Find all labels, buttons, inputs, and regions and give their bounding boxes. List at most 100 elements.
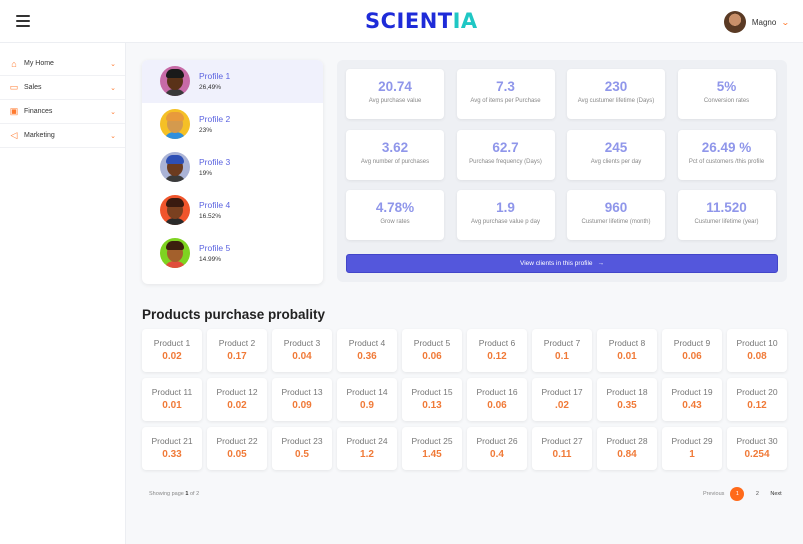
product-name: Product 4 xyxy=(348,338,386,348)
stat-card: 7.3 Avg of items per Purchase xyxy=(456,69,555,119)
product-card[interactable]: Product 20 0.12 xyxy=(727,378,787,421)
stat-label: Avg purchase value xyxy=(368,98,422,104)
product-card[interactable]: Product 28 0.84 xyxy=(597,427,657,470)
avatar xyxy=(160,194,190,225)
product-card[interactable]: Product 7 0.1 xyxy=(532,329,592,372)
user-menu[interactable]: Magno ⌄ xyxy=(723,11,791,33)
product-card[interactable]: Product 9 0.06 xyxy=(662,329,722,372)
chevron-down-icon: ⌄ xyxy=(110,108,116,116)
product-card[interactable]: Product 13 0.09 xyxy=(272,378,332,421)
product-name: Product 6 xyxy=(478,338,516,348)
stat-card: 1.9 Avg purchase value p day xyxy=(456,190,555,240)
product-name: Product 23 xyxy=(281,436,323,446)
product-name: Product 18 xyxy=(606,387,648,397)
arrow-right-icon: → xyxy=(597,260,605,267)
sidebar: ⌂ My Home ⌄ ▭ Sales ⌄ ▣ Finances ⌄ ◁ Marketing ⌄ xyxy=(0,43,126,544)
product-probability: 0.01 xyxy=(162,400,182,411)
previous-page-button[interactable]: Previous xyxy=(703,491,725,497)
product-card[interactable]: Product 12 0.02 xyxy=(207,378,267,421)
next-page-button[interactable]: Next xyxy=(770,491,782,497)
product-card[interactable]: Product 18 0.35 xyxy=(597,378,657,421)
product-card[interactable]: Product 16 0.06 xyxy=(467,378,527,421)
product-card[interactable]: Product 15 0.13 xyxy=(402,378,462,421)
product-card[interactable]: Product 19 0.43 xyxy=(662,378,722,421)
page-1-button[interactable]: 1 xyxy=(730,487,745,501)
sidebar-item-label: Marketing xyxy=(24,132,55,139)
sales-icon: ▭ xyxy=(9,82,19,92)
product-probability: 0.17 xyxy=(227,351,247,362)
stat-value: 4.78% xyxy=(375,200,415,215)
product-name: Product 8 xyxy=(608,338,646,348)
product-probability: 0.84 xyxy=(617,449,637,460)
product-card[interactable]: Product 25 1.45 xyxy=(402,427,462,470)
profile-item[interactable]: Profile 3 19% xyxy=(142,146,323,189)
stat-label: Custumer lifetime (month) xyxy=(581,219,651,225)
sidebar-item-finances[interactable]: ▣ Finances ⌄ xyxy=(0,100,125,124)
product-probability: 0.05 xyxy=(227,449,247,460)
sidebar-item-marketing[interactable]: ◁ Marketing ⌄ xyxy=(0,124,125,148)
product-card[interactable]: Product 5 0.06 xyxy=(402,329,462,372)
product-card[interactable]: Product 11 0.01 xyxy=(142,378,202,421)
profile-percent: 14.99% xyxy=(199,255,222,263)
product-card[interactable]: Product 4 0.36 xyxy=(337,329,397,372)
product-probability: 0.02 xyxy=(227,400,247,411)
product-card[interactable]: Product 14 0.9 xyxy=(337,378,397,421)
product-card[interactable]: Product 10 0.08 xyxy=(727,329,787,372)
product-name: Product 20 xyxy=(736,387,778,397)
product-card[interactable]: Product 24 1.2 xyxy=(337,427,397,470)
menu-icon[interactable] xyxy=(16,15,30,27)
product-name: Product 24 xyxy=(346,436,388,446)
stat-value: 20.74 xyxy=(378,79,412,94)
profile-name: Profile 4 xyxy=(199,199,231,210)
stat-value: 245 xyxy=(604,139,628,155)
profiles-list: Profile 1 26,49% Profile 2 23% Profile 3 19% P… xyxy=(142,60,323,284)
product-card[interactable]: Product 17 .02 xyxy=(532,378,592,421)
product-card[interactable]: Product 27 0.11 xyxy=(532,427,592,470)
profile-item[interactable]: Profile 2 23% xyxy=(142,103,323,146)
product-card[interactable]: Product 23 0.5 xyxy=(272,427,332,470)
product-name: Product 27 xyxy=(541,436,583,446)
app-logo[interactable]: SCIENTIA xyxy=(365,9,478,33)
profile-item[interactable]: Profile 4 16.52% xyxy=(142,188,323,231)
profile-item[interactable]: Profile 5 14.99% xyxy=(142,231,323,274)
product-name: Product 10 xyxy=(736,338,778,348)
top-header: SCIENTIA Magno ⌄ xyxy=(0,0,803,43)
product-name: Product 21 xyxy=(151,436,193,446)
product-card[interactable]: Product 3 0.04 xyxy=(272,329,332,372)
product-card[interactable]: Product 1 0.02 xyxy=(142,329,202,372)
stat-label: Avg of items per Purchase xyxy=(470,98,541,104)
sidebar-item-label: Finances xyxy=(24,108,53,115)
product-probability: 0.9 xyxy=(360,400,374,411)
profile-percent: 16.52% xyxy=(199,212,222,220)
product-card[interactable]: Product 21 0.33 xyxy=(142,427,202,470)
products-title: Products purchase probality xyxy=(142,307,326,322)
product-probability: 0.09 xyxy=(292,400,312,411)
stat-label: Custumer lifetime (year) xyxy=(694,219,759,225)
product-card[interactable]: Product 30 0.254 xyxy=(727,427,787,470)
product-card[interactable]: Product 8 0.01 xyxy=(597,329,657,372)
finances-icon: ▣ xyxy=(9,106,19,116)
product-card[interactable]: Product 26 0.4 xyxy=(467,427,527,470)
product-card[interactable]: Product 22 0.05 xyxy=(207,427,267,470)
view-clients-label: View clients in this profile xyxy=(520,260,593,267)
stat-card: 4.78% Grow rates xyxy=(346,190,444,240)
stat-value: 11.520 xyxy=(706,200,747,215)
page-2-button[interactable]: 2 xyxy=(755,491,759,497)
product-name: Product 11 xyxy=(151,387,193,397)
stats-panel: View clients in this profile → 20.74 Avg … xyxy=(337,60,787,282)
profile-item[interactable]: Profile 1 26,49% xyxy=(142,60,323,103)
product-probability: 0.36 xyxy=(357,351,377,362)
product-card[interactable]: Product 6 0.12 xyxy=(467,329,527,372)
view-clients-button[interactable]: View clients in this profile → xyxy=(346,254,778,273)
sidebar-item-sales[interactable]: ▭ Sales ⌄ xyxy=(0,76,125,100)
profile-percent: 23% xyxy=(199,127,213,135)
sidebar-item-my-home[interactable]: ⌂ My Home ⌄ xyxy=(0,52,125,76)
stat-value: 230 xyxy=(604,79,628,94)
product-probability: .02 xyxy=(555,400,569,411)
product-card[interactable]: Product 2 0.17 xyxy=(207,329,267,372)
chevron-down-icon: ⌄ xyxy=(781,17,791,27)
product-probability: 0.06 xyxy=(422,351,442,362)
product-name: Product 30 xyxy=(736,436,778,446)
product-probability: 0.4 xyxy=(490,449,504,460)
product-card[interactable]: Product 29 1 xyxy=(662,427,722,470)
